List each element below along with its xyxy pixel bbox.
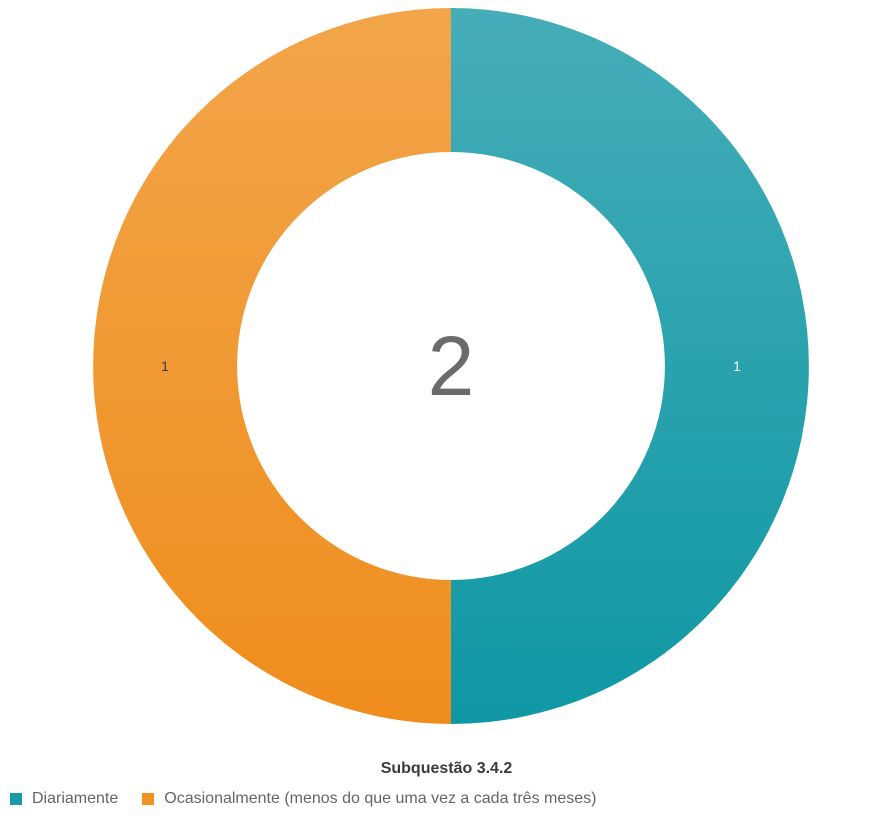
slice-value-label-2: 1 bbox=[161, 358, 169, 374]
legend-item-diariamente[interactable]: Diariamente bbox=[10, 790, 118, 808]
donut-slice-1[interactable] bbox=[451, 8, 809, 724]
donut-slice-2[interactable] bbox=[93, 8, 452, 724]
center-total-label: 2 bbox=[428, 319, 475, 413]
donut-chart: 1 1 2 bbox=[93, 8, 809, 724]
chart-title: Subquestão 3.4.2 bbox=[380, 760, 513, 777]
legend-item-ocasionalmente[interactable]: Ocasionalmente (menos do que uma vez a c… bbox=[142, 790, 596, 808]
legend-swatch-diariamente bbox=[10, 793, 22, 805]
legend-label-diariamente: Diariamente bbox=[32, 790, 119, 807]
legend-label-ocasionalmente: Ocasionalmente (menos do que uma vez a c… bbox=[164, 790, 597, 807]
slice-value-label-1: 1 bbox=[733, 358, 741, 374]
legend: Diariamente Ocasionalmente (menos do que… bbox=[10, 790, 620, 808]
legend-swatch-ocasionalmente bbox=[142, 793, 155, 805]
